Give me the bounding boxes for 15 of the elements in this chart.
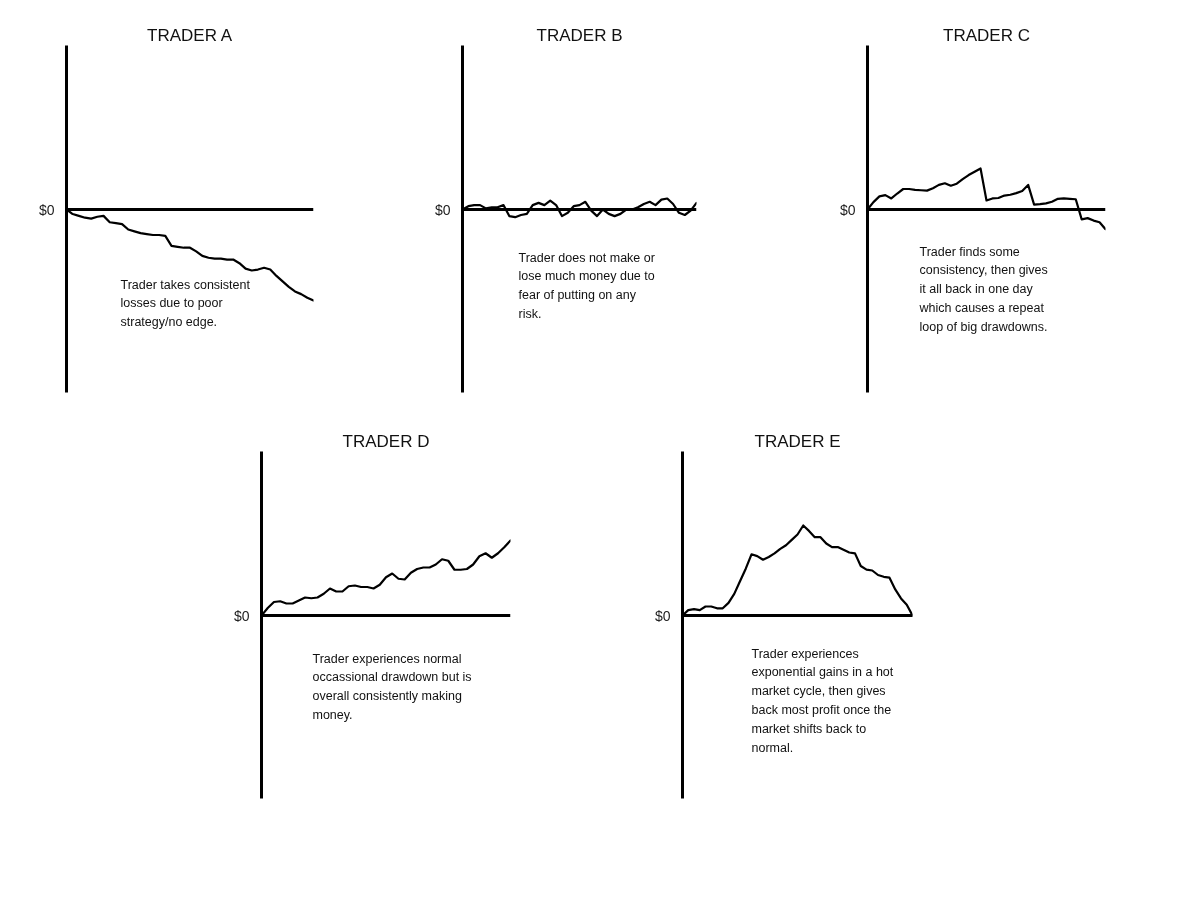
chart-title: TRADER B [536,26,623,45]
text: Trader finds some consistency, then gives it all back in one day which causes a repeat loop of big drawdowns. [918,244,1048,335]
text: $0 [233,607,250,624]
text: $0 [434,201,451,218]
chart-title: TRADER C [943,26,1030,45]
chart-title: TRADER E [754,432,841,451]
text: Trader experiences exponential gains in a hot market cycle, then gives back most profit once the market shifts back to normal. [751,646,894,755]
text: $0 [839,201,856,218]
chart-title: TRADER A [147,26,233,45]
chart-title: TRADER D [342,432,430,451]
text: Trader does not make or lose much money due to fear of putting on any risk. [518,250,655,322]
text: Trader experiences normal occassional drawdown but is overall consistently making money. [312,651,472,723]
text: $0 [38,201,55,218]
text: $0 [654,607,671,624]
annotation: Trader takes consistent losses due to poor strategy/no edge. [120,277,251,330]
